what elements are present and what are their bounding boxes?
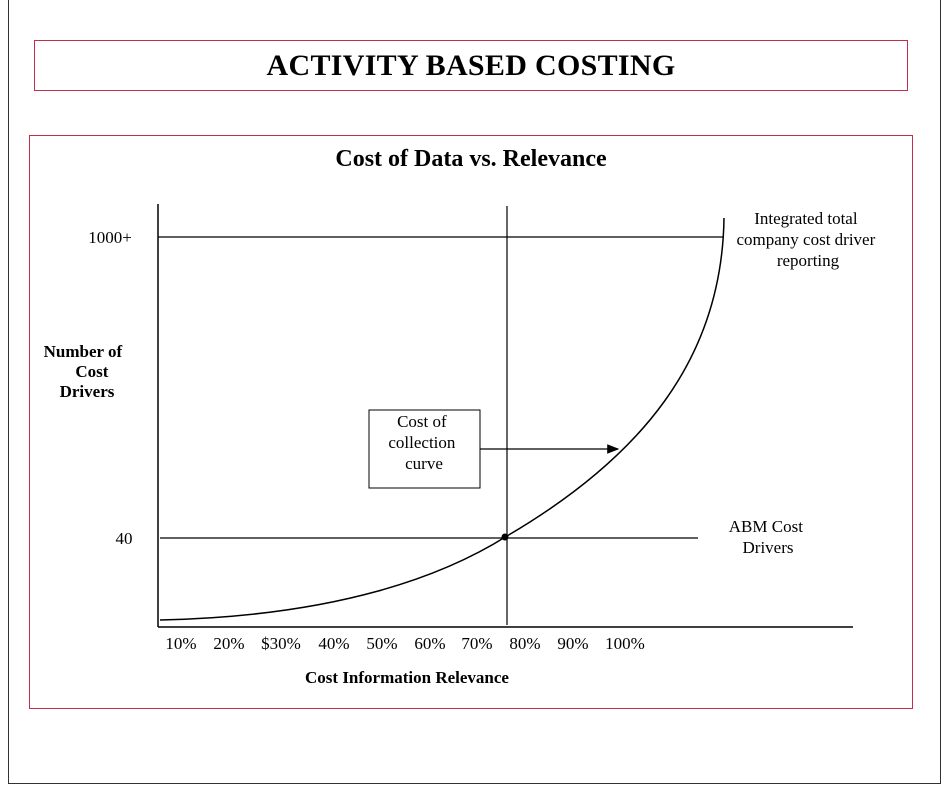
svg-text:Number of Cost Drivers: Number of Cost Drivers bbox=[44, 342, 127, 401]
page-frame bbox=[8, 0, 941, 784]
x-tick-label: 80% bbox=[509, 634, 540, 653]
x-tick-label: 90% bbox=[557, 634, 588, 653]
x-tick-label: 50% bbox=[366, 634, 397, 653]
x-tick-label: 60% bbox=[414, 634, 445, 653]
abm-label-line-1: ABM Cost bbox=[729, 517, 803, 536]
svg-text:Integrated total company c: Integrated total company cost driver rep… bbox=[736, 209, 879, 270]
y-axis-label-line-2: Cost bbox=[75, 362, 108, 381]
top-ref-label-line-2: company cost driver bbox=[736, 230, 875, 249]
chart-panel: Cost of Data vs. Relevance bbox=[29, 135, 913, 709]
x-tick-label: 10% bbox=[165, 634, 196, 653]
svg-text:ABM Cost Drivers: ABM Cost Drivers bbox=[729, 517, 807, 557]
svg-text:Cost of collection cur: Cost of collection curve bbox=[388, 412, 459, 473]
y-tick-label-1000: 1000+ bbox=[88, 228, 132, 247]
page-title: ACTIVITY BASED COSTING bbox=[266, 48, 676, 82]
y-axis-label-line-3: Drivers bbox=[60, 382, 115, 401]
x-axis-label: Cost Information Relevance bbox=[305, 668, 509, 687]
intersection-point bbox=[501, 533, 509, 541]
x-tick-label: $30% bbox=[261, 634, 301, 653]
x-tick-label: 40% bbox=[318, 634, 349, 653]
abm-label-line-2: Drivers bbox=[743, 538, 794, 557]
y-axis-label-line-1: Number of bbox=[44, 342, 123, 361]
title-banner: ACTIVITY BASED COSTING bbox=[34, 40, 908, 91]
y-tick-label-40: 40 bbox=[116, 529, 133, 548]
annotation-line-3: curve bbox=[405, 454, 443, 473]
top-ref-label-line-3: reporting bbox=[777, 251, 840, 270]
top-ref-label-line-1: Integrated total bbox=[754, 209, 858, 228]
chart-title: Cost of Data vs. Relevance bbox=[335, 146, 607, 172]
annotation-line-2: collection bbox=[388, 433, 456, 452]
annotation-box bbox=[368, 409, 481, 489]
x-tick-label: 70% bbox=[461, 634, 492, 653]
annotation-line-1: Cost of bbox=[397, 412, 447, 431]
x-tick-label: 100% bbox=[605, 634, 645, 653]
x-tick-label: 20% bbox=[213, 634, 244, 653]
